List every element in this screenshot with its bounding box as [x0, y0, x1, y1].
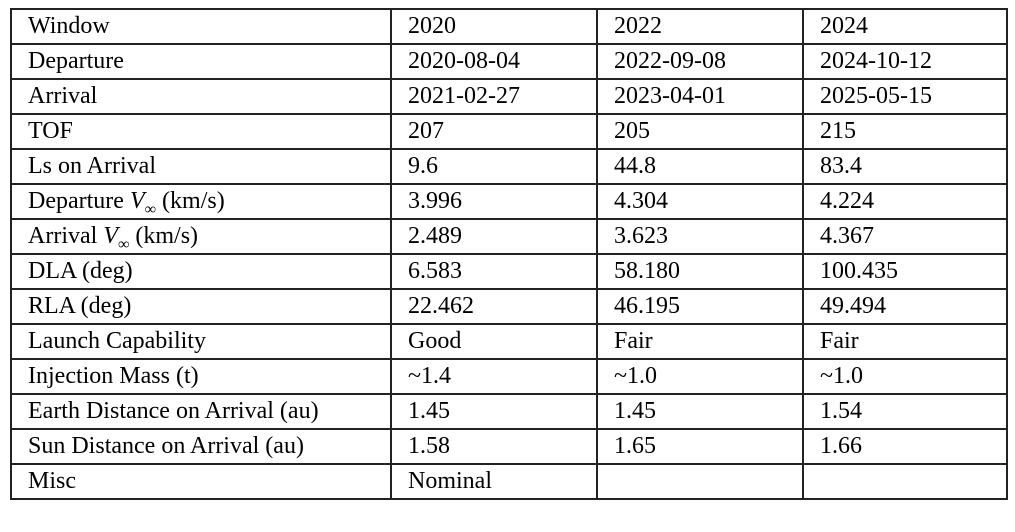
- cell: 2020: [390, 8, 598, 45]
- cell: 2024-10-12: [802, 43, 1008, 80]
- cell: 2024: [802, 8, 1008, 45]
- cell: 2021-02-27: [390, 78, 598, 115]
- label-part: (km/s): [156, 188, 225, 214]
- label-part: Departure: [28, 188, 130, 214]
- cell: ~1.0: [802, 358, 1008, 395]
- label-part: V: [103, 223, 118, 249]
- table-row: Ls on Arrival 9.6 44.8 83.4: [10, 148, 1008, 185]
- table-row: TOF 207 205 215: [10, 113, 1008, 150]
- row-label: Departure: [10, 43, 392, 80]
- cell: 4.224: [802, 183, 1008, 220]
- row-label: Ls on Arrival: [10, 148, 392, 185]
- cell: ~1.4: [390, 358, 598, 395]
- table-row: Sun Distance on Arrival (au) 1.58 1.65 1.66: [10, 428, 1008, 465]
- table-row: DLA (deg) 6.583 58.180 100.435: [10, 253, 1008, 290]
- table-row: Departure V∞ (km/s) 3.996 4.304 4.224: [10, 183, 1008, 220]
- cell: 46.195: [596, 288, 804, 325]
- table-row: Departure 2020-08-04 2022-09-08 2024-10-12: [10, 43, 1008, 80]
- table-row: Launch Capability Good Fair Fair: [10, 323, 1008, 360]
- cell: 2022: [596, 8, 804, 45]
- table-body: Window 2020 2022 2024 Departure 2020-08-04 202…: [10, 8, 1008, 500]
- cell: 58.180: [596, 253, 804, 290]
- row-label: TOF: [10, 113, 392, 150]
- table-row: Injection Mass (t) ~1.4 ~1.0 ~1.0: [10, 358, 1008, 395]
- cell: 1.54: [802, 393, 1008, 430]
- cell: 1.45: [596, 393, 804, 430]
- row-label: DLA (deg): [10, 253, 392, 290]
- row-label: Misc: [10, 463, 392, 500]
- table-row: Misc Nominal: [10, 463, 1008, 500]
- empty-cell: [802, 463, 1008, 500]
- row-label: Sun Distance on Arrival (au): [10, 428, 392, 465]
- cell: 2025-05-15: [802, 78, 1008, 115]
- cell: 100.435: [802, 253, 1008, 290]
- cell: 215: [802, 113, 1008, 150]
- cell: 1.65: [596, 428, 804, 465]
- row-label: Departure V∞ (km/s): [10, 183, 392, 220]
- row-label: Earth Distance on Arrival (au): [10, 393, 392, 430]
- cell: 1.58: [390, 428, 598, 465]
- cell: 49.494: [802, 288, 1008, 325]
- cell: 9.6: [390, 148, 598, 185]
- row-label: Window: [10, 8, 392, 45]
- label-part: V: [129, 188, 145, 214]
- cell: Fair: [802, 323, 1008, 360]
- cell: 4.367: [802, 218, 1008, 255]
- cell: 22.462: [390, 288, 598, 325]
- table-row: Arrival V∞ (km/s) 2.489 3.623 4.367: [10, 218, 1008, 255]
- label-part: (km/s): [129, 223, 199, 249]
- cell: Nominal: [390, 463, 598, 500]
- cell: 205: [596, 113, 804, 150]
- cell: 3.996: [390, 183, 598, 220]
- table-row: Arrival 2021-02-27 2023-04-01 2025-05-15: [10, 78, 1008, 115]
- label-part: ∞: [144, 201, 157, 218]
- cell: 1.45: [390, 393, 598, 430]
- cell: 3.623: [596, 218, 804, 255]
- table-row: RLA (deg) 22.462 46.195 49.494: [10, 288, 1008, 325]
- label-part: Arrival: [28, 223, 104, 249]
- cell: Fair: [596, 323, 804, 360]
- table-row: Window 2020 2022 2024: [10, 8, 1008, 45]
- cell: 207: [390, 113, 598, 150]
- cell: ~1.0: [596, 358, 804, 395]
- row-label: Arrival: [10, 78, 392, 115]
- cell: 2.489: [390, 218, 598, 255]
- cell: 44.8: [596, 148, 804, 185]
- table-row: Earth Distance on Arrival (au) 1.45 1.45 1.…: [10, 393, 1008, 430]
- cell: 1.66: [802, 428, 1008, 465]
- row-label: Arrival V∞ (km/s): [10, 218, 392, 255]
- cell: 6.583: [390, 253, 598, 290]
- cell: 2020-08-04: [390, 43, 598, 80]
- row-label: Injection Mass (t): [10, 358, 392, 395]
- cell: 4.304: [596, 183, 804, 220]
- cell: 83.4: [802, 148, 1008, 185]
- label-part: ∞: [117, 236, 130, 253]
- row-label: Launch Capability: [10, 323, 392, 360]
- empty-cell: [596, 463, 804, 500]
- cell: Good: [390, 323, 598, 360]
- cell: 2023-04-01: [596, 78, 804, 115]
- cell: 2022-09-08: [596, 43, 804, 80]
- data-table: Window 2020 2022 2024 Departure 2020-08-04 202…: [10, 8, 1008, 500]
- row-label: RLA (deg): [10, 288, 392, 325]
